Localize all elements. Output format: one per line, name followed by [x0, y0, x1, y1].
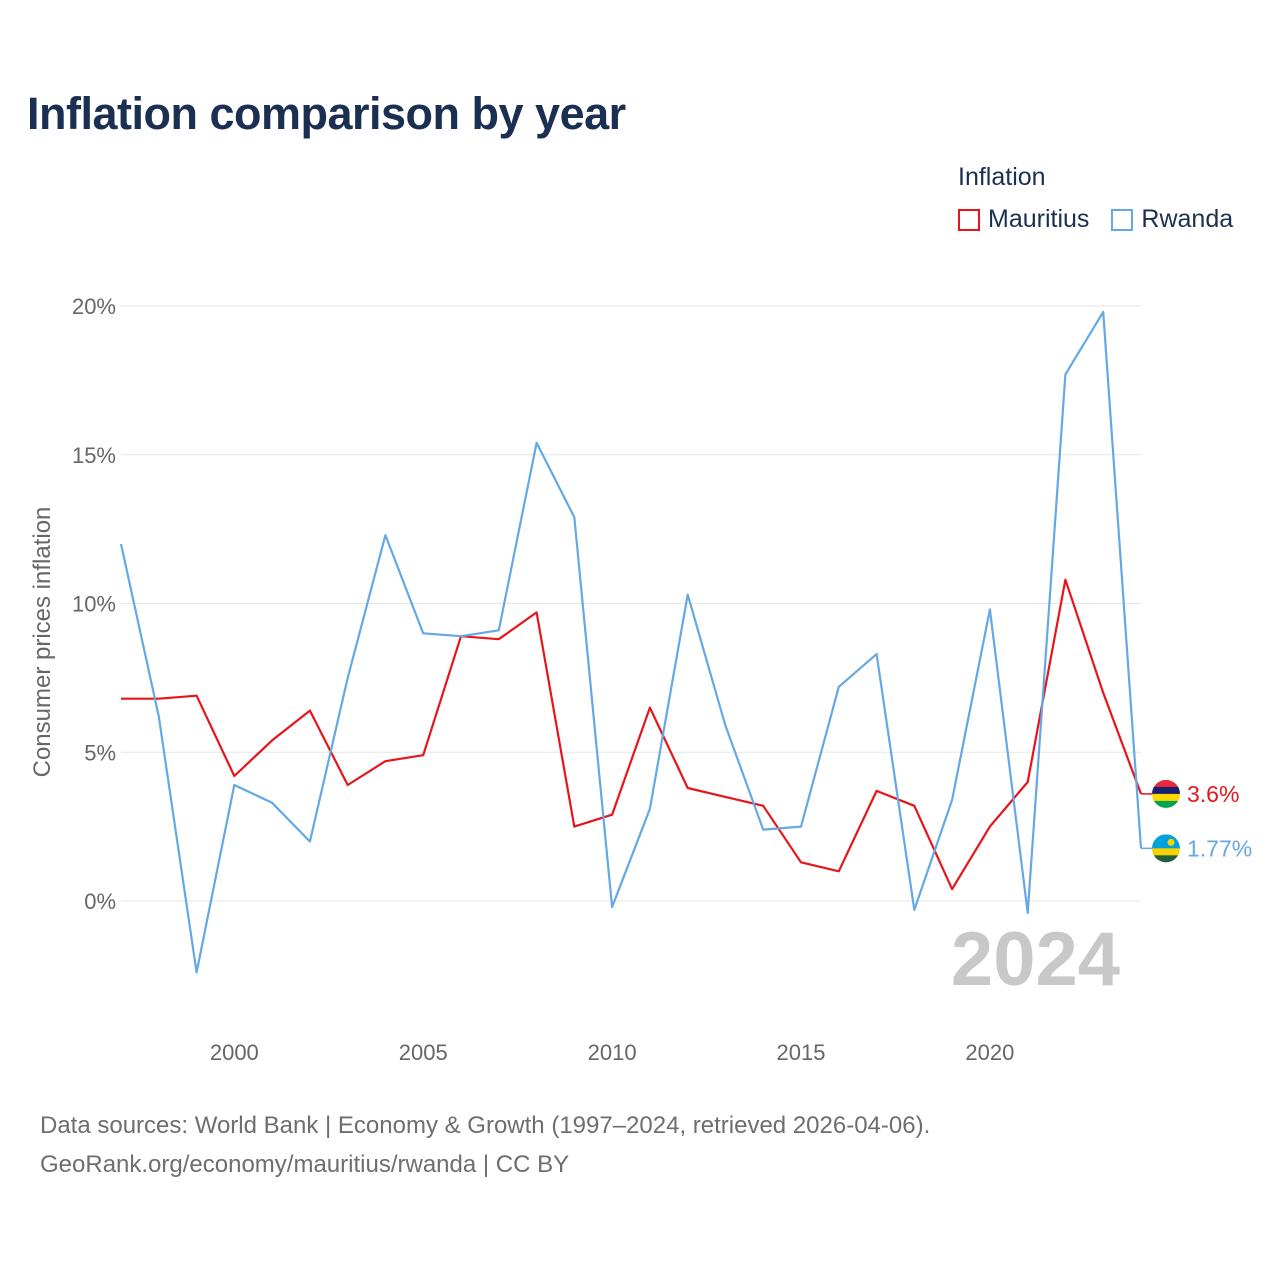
end-value-label-rwanda: 1.77% [1187, 835, 1252, 861]
footer-sources: Data sources: World Bank | Economy & Gro… [40, 1112, 931, 1139]
y-tick-label: 10% [72, 592, 116, 617]
footer-credit: GeoRank.org/economy/mauritius/rwanda | C… [40, 1151, 570, 1178]
chart-title: Inflation comparison by year [27, 88, 626, 139]
gridlines [121, 305, 1141, 902]
y-axis-label: Consumer prices inflation [29, 507, 56, 778]
x-tick-label: 2005 [399, 1040, 448, 1065]
legend-label-rwanda: Rwanda [1141, 205, 1234, 233]
series-lines [119, 310, 1143, 974]
y-tick-label: 20% [72, 294, 116, 319]
series-line-mauritius [121, 578, 1143, 891]
x-tick-label: 2010 [588, 1040, 637, 1065]
current-year-label: 2024 [951, 917, 1120, 1002]
x-tick-label: 2000 [210, 1040, 259, 1065]
y-tick-label: 15% [72, 443, 116, 468]
legend-item-mauritius[interactable]: Mauritius [958, 205, 1089, 234]
series-line-rwanda [119, 310, 1143, 974]
end-markers: 3.6% 1.77% [1141, 779, 1252, 863]
y-tick-label: 5% [84, 740, 116, 765]
rwanda-flag-icon [1152, 834, 1180, 863]
legend-item-rwanda[interactable]: Rwanda [1111, 205, 1233, 234]
y-axis-ticks: 0% 5% 10% 15% 20% [72, 294, 116, 914]
x-tick-label: 2020 [965, 1040, 1014, 1065]
legend-title: Inflation [958, 163, 1046, 191]
y-tick-label: 0% [84, 889, 116, 914]
x-axis-ticks: 2000 2005 2010 2015 2020 [210, 1040, 1015, 1065]
mauritius-flag-icon [1152, 779, 1180, 808]
legend: Mauritius Rwanda [958, 205, 1233, 234]
x-tick-label: 2015 [777, 1040, 826, 1065]
legend-swatch-rwanda [1111, 208, 1134, 231]
end-value-label-mauritius: 3.6% [1187, 781, 1239, 807]
legend-label-mauritius: Mauritius [988, 205, 1090, 233]
footer: Data sources: World Bank | Economy & Gro… [40, 1106, 930, 1184]
legend-swatch-mauritius [958, 208, 980, 231]
